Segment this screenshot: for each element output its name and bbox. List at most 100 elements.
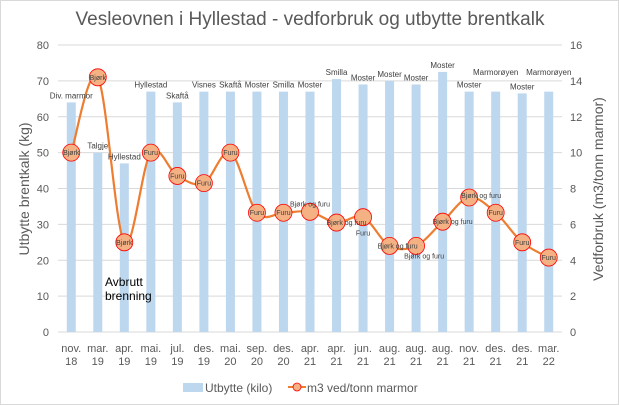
x-tick-label-year: 19 [198, 356, 210, 368]
x-tick-label-year: 21 [516, 356, 528, 368]
x-tick-label-year: 22 [543, 356, 555, 368]
bar [146, 91, 156, 332]
bar [199, 91, 209, 332]
y2-tick-label: 6 [570, 219, 576, 231]
bar-data-label: Smilla [326, 68, 348, 77]
x-tick-label-month: mar. [87, 343, 108, 355]
bar-data-label: Moster [245, 81, 270, 90]
x-tick-label-month: mai. [220, 343, 241, 355]
bar-data-label: Div. marmor [50, 91, 93, 100]
x-tick-label-month: nov. [61, 343, 81, 355]
x-tick-label-year: 21 [304, 356, 316, 368]
point-data-label: Furu [197, 181, 212, 188]
y-axis-title: Utbytte brentkalk (kg) [16, 122, 32, 255]
data-point-marker [274, 203, 293, 222]
point-data-label: Furu [144, 150, 159, 157]
x-tick-label-month: jun. [353, 343, 372, 355]
x-tick-label-month: nov. [459, 343, 479, 355]
data-point-marker [301, 202, 319, 221]
x-tick-label-year: 21 [437, 356, 449, 368]
x-tick-label-month: des. [485, 343, 506, 355]
data-point-marker [62, 143, 81, 162]
data-point-marker [221, 143, 240, 162]
point-data-label: Furu [488, 210, 503, 217]
x-tick-label-year: 20 [277, 356, 289, 368]
bar-data-label: Hyllestad [108, 152, 141, 161]
x-tick-label-month: jul. [169, 343, 184, 355]
bar-data-label: Skaftå [219, 81, 242, 90]
x-tick-label-year: 20 [224, 356, 236, 368]
y-tick-label: 60 [37, 112, 49, 124]
x-tick-label-year: 21 [383, 356, 395, 368]
bar [411, 84, 421, 333]
point-data-label: Bjørk og furu [433, 219, 473, 226]
data-point-marker [380, 236, 399, 255]
x-tick-label-month: apr. [327, 343, 345, 355]
bar-data-label: Marmorøyen [473, 68, 518, 77]
y-tick-label: 30 [37, 219, 49, 231]
bar [358, 84, 368, 333]
x-tick-label-month: mai. [140, 343, 161, 355]
point-data-label: Furu [170, 173, 185, 180]
x-tick-label-year: 18 [65, 356, 77, 368]
x-tick-label-year: 21 [410, 356, 422, 368]
bar-data-label: Moster [351, 73, 376, 82]
x-tick-label-month: apr. [115, 343, 133, 355]
y2-tick-label: 8 [570, 184, 576, 196]
bar [66, 102, 76, 333]
x-tick-label-month: aug. [405, 343, 426, 355]
bar [544, 91, 554, 332]
point-data-label: Bjørk og furu [290, 201, 330, 208]
data-point-marker [327, 213, 346, 232]
point-data-label: Bjørk og furu [404, 253, 444, 260]
data-point-marker [460, 188, 479, 207]
x-tick-label-month: des. [193, 343, 214, 355]
y2-tick-label: 4 [570, 255, 576, 267]
bar-data-label: Skaftå [166, 91, 189, 100]
point-data-label: Bjørk [116, 240, 133, 247]
legend-marker-swatch [292, 382, 302, 392]
bar-data-label: Moster [377, 70, 402, 79]
bar [332, 79, 342, 332]
x-tick-label-year: 19 [92, 356, 104, 368]
y2-tick-label: 0 [570, 327, 576, 339]
point-data-label: Bjørk og furu [461, 193, 501, 200]
bar-data-label: Smilla [273, 81, 295, 90]
chart-title: Vesleovnen i Hyllestad - vedforbruk og u… [76, 9, 545, 30]
x-tick-label-year: 19 [171, 356, 183, 368]
x-tick-label-month: apr. [301, 343, 319, 355]
x-tick-label-month: mar. [538, 343, 559, 355]
bar-data-label: Hyllestad [134, 81, 167, 90]
bar [93, 152, 103, 332]
bar-data-label: Marmorøyen [526, 68, 571, 77]
bar [464, 91, 474, 332]
x-tick-label-month: des. [512, 343, 533, 355]
x-tick-label-year: 19 [145, 356, 157, 368]
legend-bar-swatch [183, 383, 203, 392]
data-point-marker [248, 203, 266, 222]
bar [517, 93, 527, 333]
legend-label-bars: Utbytte (kilo) [205, 381, 272, 395]
x-tick-label-year: 21 [330, 356, 342, 368]
point-data-label: Bjørk og furu [326, 220, 366, 227]
y2-tick-label: 2 [570, 291, 576, 303]
x-tick-label-year: 21 [463, 356, 475, 368]
bar-data-label: Visnes [192, 81, 216, 90]
data-point-marker [141, 143, 160, 162]
y-tick-label: 0 [43, 327, 49, 339]
bar-data-label: Moster [457, 81, 482, 90]
y-tick-label: 80 [37, 40, 49, 52]
bar-data-label: Moster [430, 61, 455, 70]
legend: Utbytte (kilo) m3 ved/tonn marmor [183, 381, 418, 395]
y-tick-label: 10 [37, 291, 49, 303]
x-tick-label-month: des. [273, 343, 294, 355]
point-data-label: Furu [515, 240, 530, 247]
data-point-marker [539, 248, 558, 267]
point-data-label: Bjørk [63, 150, 80, 157]
point-data-label: Furu [542, 255, 557, 262]
y2-tick-label: 12 [570, 112, 582, 124]
x-tick-label-year: 21 [357, 356, 369, 368]
point-data-label: Furu [250, 210, 265, 217]
data-point-marker [115, 233, 134, 252]
